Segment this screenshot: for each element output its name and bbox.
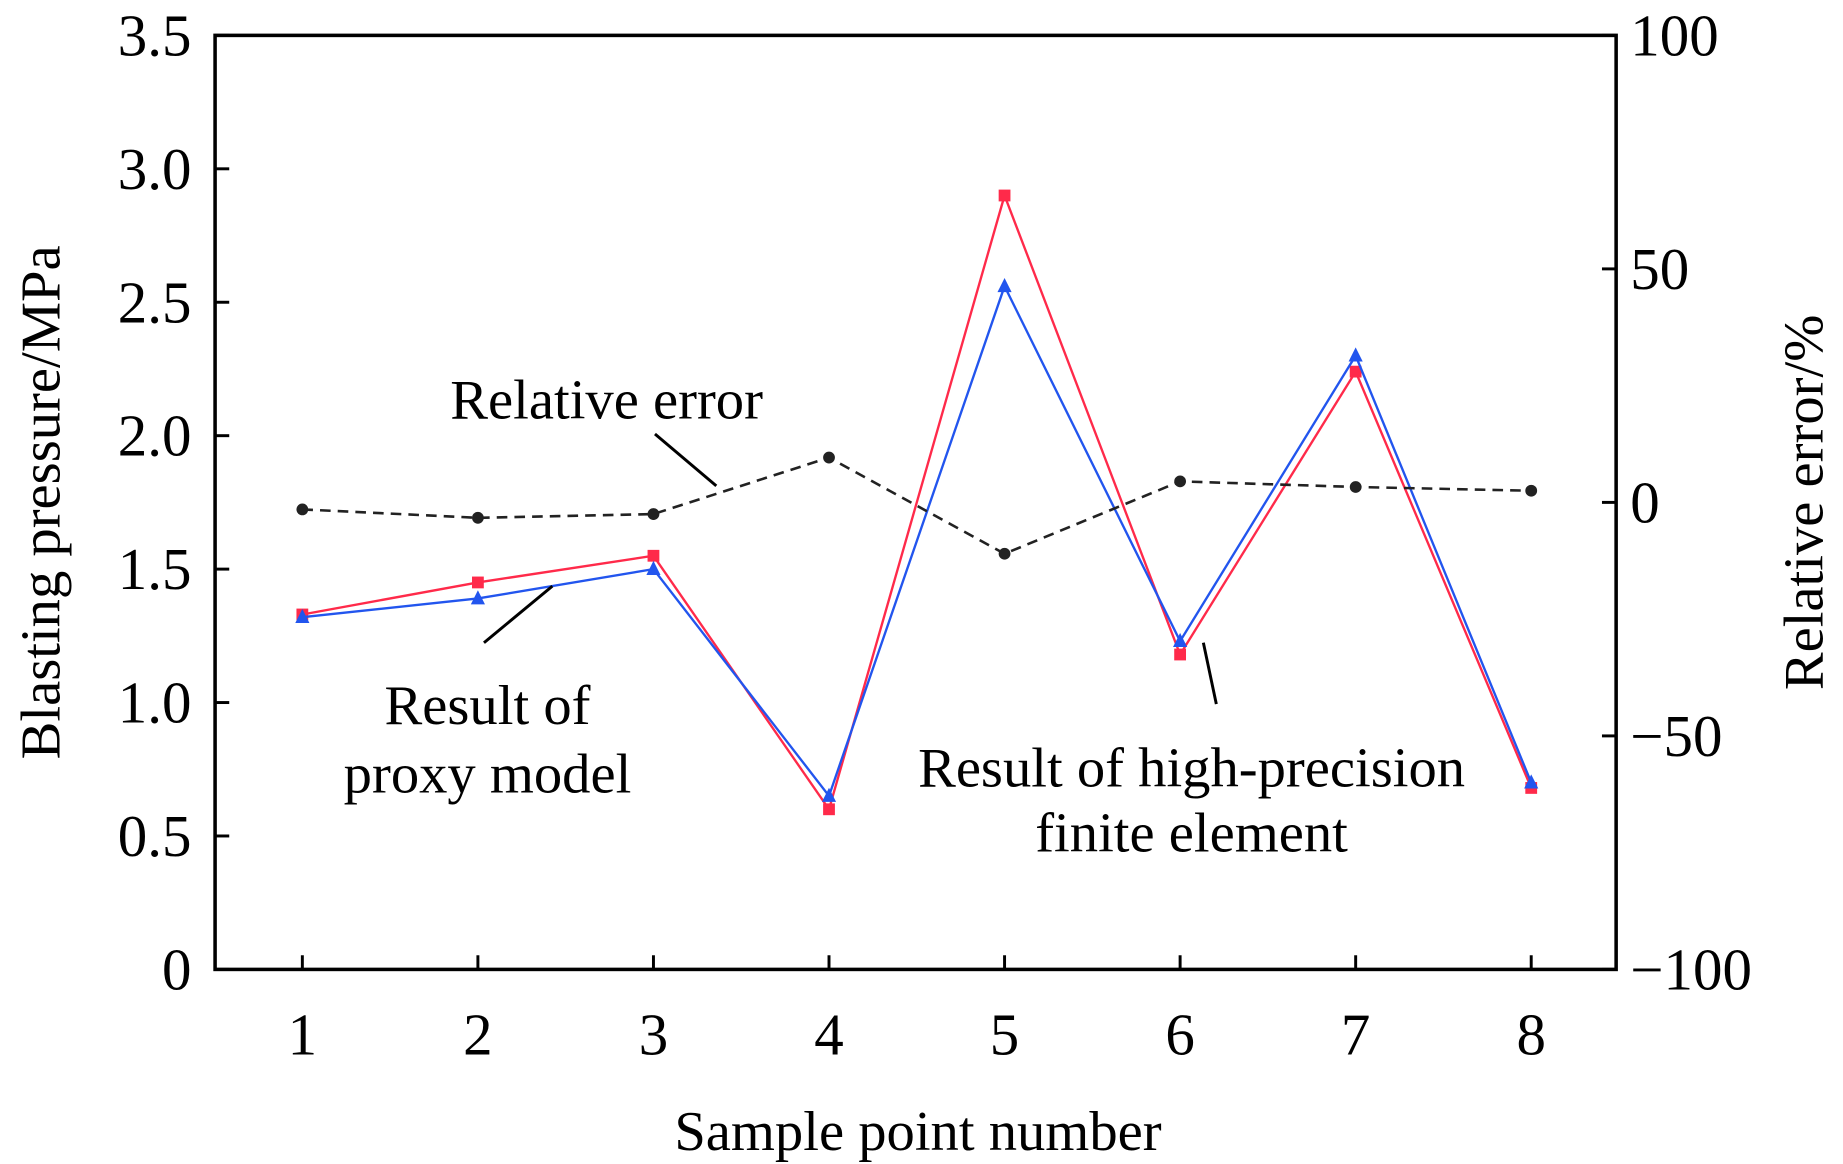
x-tick-label: 2 — [463, 1001, 492, 1067]
x-tick-label: 7 — [1341, 1001, 1370, 1067]
data-point-result-of-proxy-model — [1173, 632, 1188, 648]
x-axis-label: Sample point number — [674, 1101, 1161, 1163]
series-line-result-of-high-precision-finite-element — [302, 191, 1533, 813]
y-tick-label: 0.5 — [118, 803, 192, 869]
annotation-proxy-line2: proxy model — [344, 744, 632, 806]
y2-tick-label: 0 — [1630, 469, 1659, 535]
series-line-result-of-proxy-model — [302, 283, 1533, 799]
data-point-relative-error — [823, 451, 835, 464]
x-tick-label: 4 — [814, 1001, 843, 1067]
y2-axis-label: Relative error/% — [1774, 315, 1836, 691]
data-point-result-of-high-precision-finite-element — [1174, 648, 1187, 661]
annotation-fe-line1: Result of high-precision — [918, 738, 1465, 800]
x-tick-label: 1 — [288, 1001, 317, 1067]
data-point-result-of-high-precision-finite-element — [1349, 365, 1362, 378]
data-point-result-of-high-precision-finite-element — [823, 803, 835, 816]
data-point-relative-error — [1525, 484, 1538, 497]
data-point-result-of-proxy-model — [997, 277, 1012, 293]
y-axis-label: Blasting pressure/MPa — [10, 245, 72, 759]
data-point-result-of-high-precision-finite-element — [647, 549, 660, 562]
data-point-relative-error — [1349, 481, 1362, 493]
y-tick-label: 3.0 — [118, 136, 192, 202]
y-tick-label: 0 — [162, 936, 191, 1002]
y2-tick-label: −50 — [1630, 703, 1722, 769]
x-tick-label: 6 — [1165, 1001, 1194, 1067]
data-point-result-of-proxy-model — [470, 590, 485, 605]
data-point-relative-error — [472, 511, 484, 524]
annotation-relative-error: Relative error — [450, 370, 763, 432]
relative-error-leader — [654, 432, 718, 488]
y-tick-label: 3.5 — [118, 2, 192, 68]
data-point-relative-error — [647, 508, 660, 520]
y-tick-label: 1.0 — [118, 670, 192, 736]
data-point-result-of-proxy-model — [295, 608, 310, 624]
annotation-proxy-line1: Result of — [385, 675, 591, 737]
data-point-result-of-proxy-model — [821, 787, 837, 802]
data-point-relative-error — [998, 547, 1011, 560]
proxy-leader — [483, 584, 554, 644]
y2-tick-label: −100 — [1630, 936, 1752, 1002]
data-point-result-of-high-precision-finite-element — [472, 576, 484, 589]
y2-tick-label: 100 — [1630, 2, 1718, 68]
data-point-result-of-high-precision-finite-element — [998, 189, 1011, 202]
data-point-relative-error — [296, 503, 309, 516]
data-point-result-of-proxy-model — [1348, 347, 1363, 362]
y2-tick-label: 50 — [1630, 236, 1689, 302]
series-line-relative-error — [302, 456, 1532, 556]
y-tick-label: 2.5 — [118, 269, 192, 335]
fe-leader — [1201, 642, 1218, 705]
x-tick-label: 8 — [1516, 1001, 1545, 1067]
annotation-fe-line2: finite element — [1035, 802, 1348, 864]
y-tick-label: 1.5 — [118, 536, 192, 602]
data-point-result-of-proxy-model — [1524, 774, 1539, 789]
data-point-result-of-proxy-model — [646, 560, 661, 576]
x-tick-label: 3 — [639, 1001, 668, 1067]
x-tick-label: 5 — [990, 1001, 1019, 1067]
data-point-relative-error — [1174, 475, 1187, 488]
y-tick-label: 2.0 — [118, 403, 192, 469]
